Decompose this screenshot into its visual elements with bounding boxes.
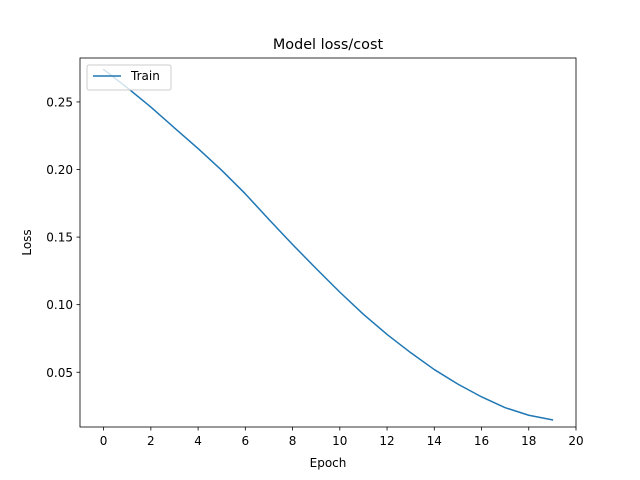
- x-tick-label: 4: [194, 434, 202, 448]
- y-tick-label: 0.05: [46, 366, 73, 380]
- x-tick-label: 16: [474, 434, 489, 448]
- y-axis-label: Loss: [20, 229, 34, 255]
- y-tick-label: 0.10: [46, 298, 73, 312]
- x-tick-label: 14: [427, 434, 442, 448]
- chart-title: Model loss/cost: [273, 37, 384, 53]
- x-axis-ticks: 0 2 4 6 8 10 12 14 16 18 20: [100, 427, 584, 448]
- x-tick-label: 20: [568, 434, 583, 448]
- y-axis-ticks: 0.05 0.10 0.15 0.20 0.25: [46, 95, 80, 380]
- y-tick-label: 0.15: [46, 231, 73, 245]
- y-tick-label: 0.25: [46, 95, 73, 109]
- plot-frame: [79, 57, 577, 428]
- x-tick-label: 18: [521, 434, 536, 448]
- x-tick-label: 12: [379, 434, 394, 448]
- x-tick-label: 8: [289, 434, 297, 448]
- y-tick-label: 0.20: [46, 163, 73, 177]
- legend-label-train: Train: [130, 69, 160, 83]
- x-tick-label: 10: [332, 434, 347, 448]
- legend-box: [86, 64, 172, 91]
- legend: Train: [86, 64, 172, 91]
- series-layer: [102, 68, 554, 421]
- x-axis-label: Epoch: [310, 456, 347, 470]
- series-line-train: [102, 68, 554, 421]
- x-tick-label: 2: [147, 434, 155, 448]
- x-tick-label: 6: [242, 434, 250, 448]
- x-tick-label: 0: [100, 434, 108, 448]
